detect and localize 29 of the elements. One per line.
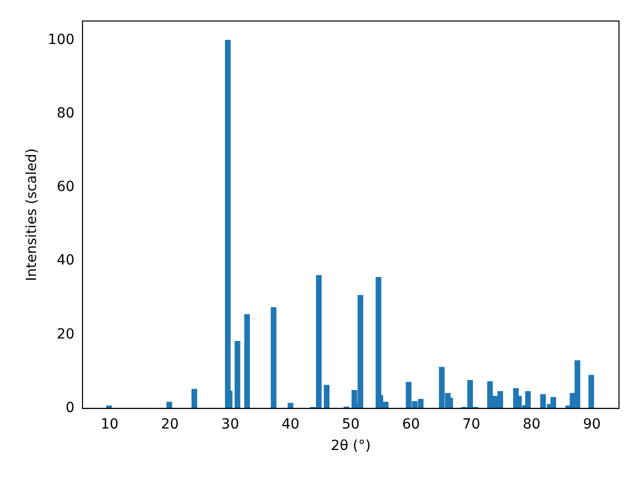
y-axis-title: Intensities (scaled)	[24, 148, 40, 282]
bar	[288, 402, 294, 408]
bar	[525, 391, 531, 408]
bar	[192, 388, 198, 408]
y-tick-label: 100	[48, 32, 75, 48]
bar	[106, 405, 112, 408]
x-tick-label: 60	[402, 416, 420, 432]
x-tick-label: 50	[342, 416, 360, 432]
x-tick-label: 20	[161, 416, 179, 432]
x-tick-label: 10	[100, 416, 119, 432]
bar	[324, 384, 330, 408]
bar	[588, 374, 594, 408]
bar	[244, 314, 250, 408]
bar	[270, 307, 276, 408]
x-tick-label: 90	[582, 416, 601, 432]
bar	[376, 276, 382, 408]
bar	[224, 40, 231, 408]
x-tick-label: 40	[282, 416, 300, 432]
y-tick-label: 80	[56, 105, 75, 122]
bar	[234, 341, 240, 408]
x-tick-label: 80	[522, 416, 541, 432]
y-tick-label: 40	[56, 252, 75, 269]
y-tick-label: 0	[66, 400, 75, 416]
bar	[550, 397, 556, 408]
x-axis-title: 2θ (°)	[330, 438, 371, 454]
x-tick-label: 30	[221, 416, 240, 432]
x-tick-label: 70	[462, 416, 480, 432]
y-tick-label: 60	[56, 179, 75, 196]
y-tick-label: 20	[56, 326, 75, 342]
